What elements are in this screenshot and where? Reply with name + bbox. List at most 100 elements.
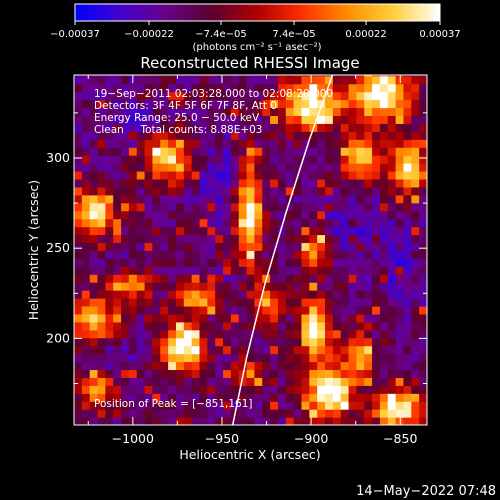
heatmap-cell [364,178,373,188]
heatmap-cell [411,321,420,331]
heatmap-cell [403,369,412,378]
heatmap-cell [215,313,224,323]
heatmap-cell [230,163,240,172]
heatmap-cell [238,202,248,212]
heatmap-cell [207,393,216,402]
heatmap-cell [364,305,373,315]
heatmap-cell [81,258,91,267]
heatmap-cell [246,250,256,259]
heatmap-cell [183,345,193,355]
heatmap-cell [144,417,154,425]
heatmap-cell [199,297,208,307]
heatmap-cell [317,147,326,156]
heatmap-cell [89,218,99,228]
heatmap-cell [332,290,342,299]
heatmap-cell [152,115,161,124]
colorbar-tick-label: 7.4e−05 [272,29,315,40]
heatmap-cell [332,91,342,101]
heatmap-cell [340,186,350,196]
heatmap-cell [411,305,420,315]
heatmap-cell [427,171,435,180]
heatmap-cell [207,202,216,212]
heatmap-cell [411,242,420,251]
heatmap-cell [387,385,397,394]
heatmap-cell [136,226,146,236]
heatmap-cell [379,163,389,172]
heatmap-cell [113,417,122,425]
heatmap-cell [395,242,405,251]
heatmap-cell [356,329,365,339]
heatmap-cell [379,401,389,410]
heatmap-cell [168,178,177,188]
heatmap-cell [301,178,310,188]
heatmap-cell [144,290,154,299]
heatmap-cell [175,202,185,212]
heatmap-cell [277,234,287,244]
heatmap-cell [128,186,138,196]
heatmap-cell [301,83,310,93]
heatmap-cell [74,139,83,148]
heatmap-cell [340,337,350,347]
heatmap-cell [160,107,169,117]
heatmap-cell [379,369,389,378]
heatmap-cell [230,337,240,347]
heatmap-cell [168,99,177,109]
heatmap-cell [317,139,326,148]
heatmap-cell [325,329,334,339]
heatmap-cell [277,282,287,291]
heatmap-cell [152,313,161,323]
heatmap-cell [81,75,91,77]
heatmap-cell [74,210,83,220]
heatmap-cell [160,147,169,156]
heatmap-cell [121,377,130,386]
heatmap-cell [301,202,310,212]
heatmap-cell [74,234,83,244]
heatmap-cell [325,218,334,228]
heatmap-cell [223,250,232,259]
heatmap-cell [183,337,193,347]
heatmap-cell [207,186,216,196]
heatmap-cell [395,115,405,124]
heatmap-cell [301,409,310,418]
heatmap-cell [356,321,365,331]
heatmap-cell [340,274,350,283]
heatmap-cell [144,321,154,331]
heatmap-cell [293,305,303,315]
heatmap-cell [230,75,240,77]
heatmap-cell [262,345,271,355]
heatmap-cell [301,305,310,315]
heatmap-cell [191,345,201,355]
heatmap-cell [332,186,342,196]
heatmap-cell [395,91,405,101]
heatmap-cell [309,290,318,299]
heatmap-cell [215,329,224,339]
heatmap-cell [105,290,114,299]
heatmap-cell [427,409,435,418]
heatmap-cell [348,329,357,339]
heatmap-cell [215,163,224,172]
heatmap-cell [160,155,169,164]
heatmap-cell [128,258,138,267]
heatmap-cell [183,290,193,299]
heatmap-cell [325,115,334,124]
heatmap-cell [121,266,130,275]
heatmap-cell [270,75,279,77]
heatmap-cell [293,163,303,172]
heatmap-cell [175,186,185,196]
heatmap-cell [356,147,365,156]
heatmap-cell [332,163,342,172]
heatmap-cell [152,75,161,77]
heatmap-cell [183,313,193,323]
heatmap-cell [301,170,310,180]
heatmap-cell [81,290,91,299]
heatmap-cell [81,123,91,132]
heatmap-cell [144,369,154,378]
heatmap-cell [325,163,334,172]
heatmap-cell [379,186,389,196]
heatmap-cell [387,417,397,425]
heatmap-cell [128,369,138,378]
heatmap-cell [317,242,326,251]
heatmap-cell [262,297,271,307]
heatmap-cell [325,234,334,244]
heatmap-cell [372,99,381,109]
